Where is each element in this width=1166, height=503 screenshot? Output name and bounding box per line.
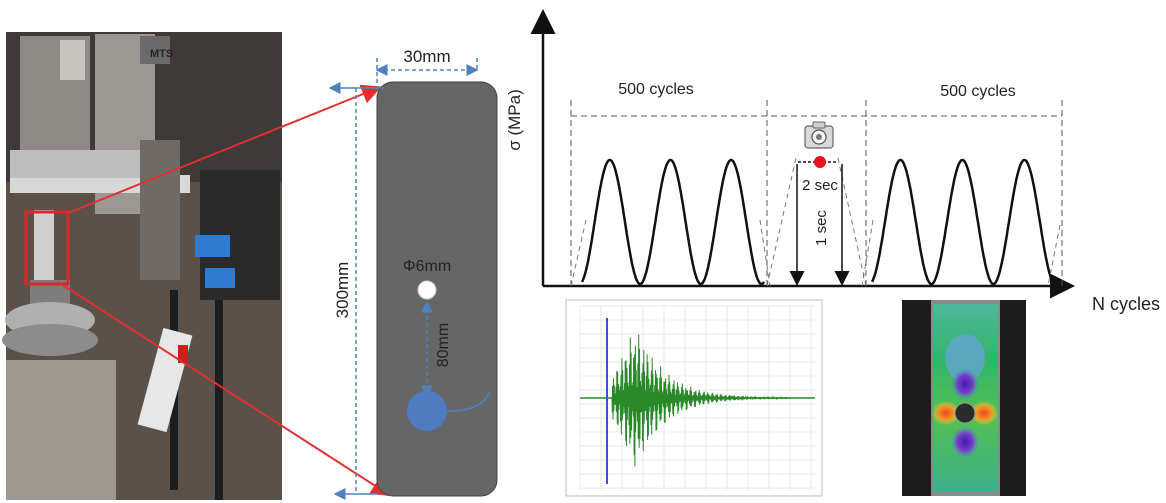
y-axis-label: σ (MPa) xyxy=(505,89,524,151)
block-right-label: 500 cycles xyxy=(940,83,1016,100)
acoustic-emission-waveform-plot xyxy=(565,299,823,497)
hole-diameter-label: Φ6mm xyxy=(403,258,451,275)
small-hole xyxy=(417,280,437,300)
block-left-label: 500 cycles xyxy=(618,81,694,98)
hold-duration-label: 2 sec xyxy=(802,177,838,194)
hole-leader-curve xyxy=(446,391,491,412)
cycle-block-right xyxy=(870,158,1060,286)
large-hole xyxy=(407,391,447,431)
x-axis-label: N cycles xyxy=(1092,294,1160,314)
cycle-block-left xyxy=(580,158,766,286)
specimen-schematic: 30mm 300mm Φ6mm 80mm xyxy=(328,47,498,500)
dic-strain-field-image xyxy=(902,300,1026,496)
length-label: 300mm xyxy=(333,262,352,319)
waveform-grid xyxy=(579,305,815,490)
camera-icon xyxy=(804,121,834,149)
dic-hole xyxy=(954,402,976,424)
image-capture-point xyxy=(814,156,826,168)
callout-arrow-top xyxy=(67,84,382,214)
mts-brand-label: MTS xyxy=(150,48,173,60)
hole-spacing-label: 80mm xyxy=(435,323,452,367)
specimen-plate xyxy=(376,81,498,497)
loading-diagram: σ (MPa) N cycles 500 cycles 500 cycles 2… xyxy=(505,9,1160,314)
waveform-signal xyxy=(611,334,791,467)
callout-arrow-bottom xyxy=(57,281,392,497)
ramp-duration-label: 1 sec xyxy=(813,210,830,246)
width-label: 30mm xyxy=(403,47,450,66)
grip-zoom-box xyxy=(24,210,70,286)
test-rig-photo: MTS xyxy=(2,32,282,500)
